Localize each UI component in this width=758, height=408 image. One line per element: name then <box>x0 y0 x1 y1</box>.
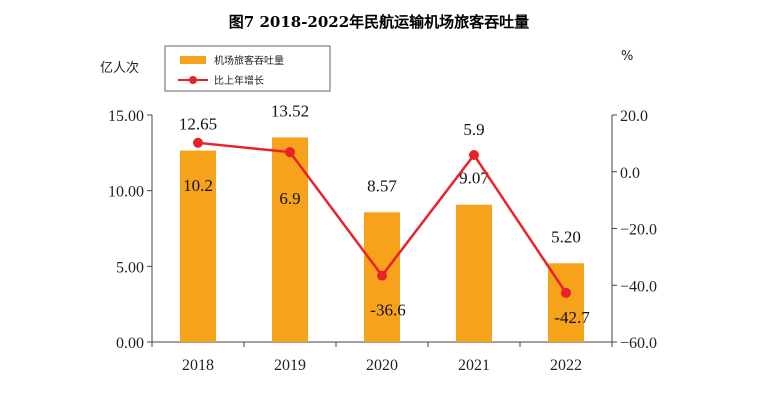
growth-marker-2020 <box>377 270 387 281</box>
bar-value-label: 8.57 <box>367 176 397 195</box>
growth-marker-2021 <box>469 150 479 161</box>
left-tick-label: 10.00 <box>108 184 144 201</box>
right-tick-label: 20.0 <box>620 108 648 125</box>
growth-marker-2022 <box>561 287 571 298</box>
bar-2019 <box>272 137 308 342</box>
right-tick-label: 0.0 <box>620 165 640 182</box>
x-tick-label: 2019 <box>274 357 306 374</box>
x-tick-label: 2022 <box>550 357 582 374</box>
bar-value-label: 5.20 <box>551 227 581 246</box>
left-tick-label: 5.00 <box>116 259 144 276</box>
legend-swatch-bar <box>180 56 206 64</box>
growth-marker-2019 <box>285 147 295 158</box>
x-tick-label: 2018 <box>182 357 214 374</box>
bar-2018 <box>180 150 216 342</box>
right-tick-label: −60.0 <box>620 335 657 352</box>
growth-value-label: -36.6 <box>370 301 405 320</box>
growth-value-label: 5.9 <box>463 120 484 139</box>
x-tick-label: 2021 <box>458 357 490 374</box>
right-axis-unit: % <box>621 49 633 64</box>
plot-area: 0.00 5.00 10.00 15.00 20.0 0.0 −20.0 −40.0 −60.0… <box>108 101 657 374</box>
bar-2021 <box>456 204 492 342</box>
legend-swatch-marker <box>189 76 197 84</box>
bar-value-label: 9.07 <box>459 169 489 188</box>
chart-title: 图7 2018-2022年民航运输机场旅客吞吐量 <box>229 13 529 31</box>
left-tick-label: 15.00 <box>108 108 144 125</box>
growth-marker-2018 <box>193 137 203 148</box>
bar-value-label: 13.52 <box>271 101 309 120</box>
growth-value-label: 6.9 <box>279 189 300 208</box>
left-axis-unit: 亿人次 <box>100 60 139 76</box>
legend-label-bar: 机场旅客吞吐量 <box>214 54 284 67</box>
growth-value-label: 10.2 <box>183 176 213 195</box>
x-tick-label: 2020 <box>366 357 398 374</box>
legend-label-line: 比上年增长 <box>214 74 264 87</box>
legend: 机场旅客吞吐量 比上年增长 <box>164 45 331 92</box>
right-tick-label: −20.0 <box>620 222 657 239</box>
right-tick-label: −40.0 <box>620 278 657 295</box>
growth-value-label: -42.7 <box>554 308 590 327</box>
bar-value-label: 12.65 <box>179 115 217 134</box>
left-tick-label: 0.00 <box>116 335 144 352</box>
